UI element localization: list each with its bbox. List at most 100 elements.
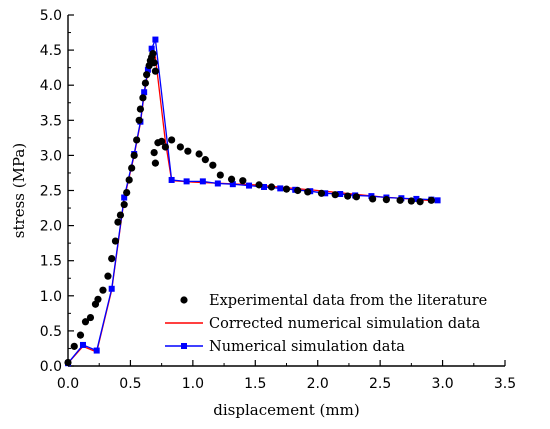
numerical-simulation-marker: [152, 36, 159, 43]
experimental-point: [209, 161, 217, 169]
experimental-point: [81, 318, 90, 326]
y-tick-label: 1.5: [40, 254, 62, 270]
y-tick-label: 3.5: [40, 113, 62, 129]
legend-numerical-marker: [181, 343, 187, 349]
y-tick-label: 4.0: [40, 78, 62, 94]
experimental-point: [114, 218, 122, 226]
experimental-point: [331, 191, 339, 199]
y-tick-label: 0.0: [40, 359, 62, 375]
experimental-point: [104, 272, 112, 280]
experimental-point: [149, 50, 157, 58]
x-tick-label: 2.0: [307, 376, 329, 392]
experimental-point: [396, 196, 404, 204]
x-tick-label: 0.0: [57, 376, 79, 392]
experimental-point: [255, 181, 263, 189]
numerical-simulation-marker: [413, 195, 420, 202]
experimental-point: [136, 105, 145, 113]
legend: Experimental data from the literature Cor…: [165, 293, 487, 355]
experimental-point: [239, 177, 247, 185]
legend-experimental-marker: [180, 296, 188, 304]
numerical-simulation-marker: [183, 178, 190, 185]
y-axis-title: stress (MPa): [10, 143, 28, 238]
experimental-point: [150, 148, 158, 157]
experimental-point: [151, 159, 159, 167]
experimental-point: [201, 156, 209, 164]
experimental-point: [70, 342, 78, 350]
experimental-point: [369, 195, 377, 203]
y-tick-label: 2.5: [40, 184, 62, 200]
numerical-simulation-marker: [277, 185, 284, 192]
x-tick-label: 2.5: [369, 376, 391, 392]
experimental-point: [128, 164, 136, 172]
plot-area: [64, 36, 441, 367]
experimental-point: [382, 196, 390, 204]
experimental-point: [344, 192, 352, 200]
experimental-point: [120, 200, 128, 209]
experimental-point: [158, 137, 166, 145]
numerical-simulation-marker: [199, 178, 206, 185]
x-tick-label: 3.5: [494, 376, 516, 392]
numerical-simulation-marker: [229, 181, 236, 188]
experimental-point: [168, 136, 176, 144]
experimental-point: [304, 188, 312, 196]
x-tick-label: 1.0: [182, 376, 204, 392]
x-tick-label: 1.5: [244, 376, 266, 392]
experimental-point: [227, 175, 236, 183]
experimental-point: [195, 150, 203, 158]
legend-numerical-label: Numerical simulation data: [209, 339, 405, 355]
experimental-point: [216, 171, 224, 179]
numerical-simulation-marker: [141, 89, 148, 96]
y-tick-label: 4.5: [40, 43, 62, 59]
experimental-point: [116, 211, 125, 219]
experimental-point: [141, 79, 150, 87]
experimental-point: [130, 151, 138, 159]
experimental-point: [94, 295, 102, 303]
numerical-simulation-marker: [168, 176, 175, 183]
experimental-point: [352, 193, 361, 201]
experimental-point: [76, 331, 85, 339]
experimental-point: [427, 196, 435, 204]
experimental-point: [99, 286, 107, 294]
numerical-simulation-marker: [121, 194, 128, 201]
experimental-point: [108, 254, 116, 263]
x-tick-label: 0.5: [119, 376, 141, 392]
numerical-simulation-marker: [322, 190, 329, 197]
x-tick-label: 3.0: [431, 376, 453, 392]
experimental-point: [123, 189, 131, 197]
y-tick-label: 5.0: [40, 8, 62, 24]
y-tick-label: 2.0: [40, 219, 62, 235]
numerical-simulation-marker: [148, 45, 155, 52]
legend-corrected-label: Corrected numerical simulation data: [209, 316, 481, 332]
experimental-point: [294, 186, 302, 195]
numerical-simulation-marker: [79, 341, 86, 348]
experimental-point: [282, 185, 291, 193]
experimental-point: [86, 313, 95, 322]
numerical-simulation-marker: [337, 191, 344, 198]
experimental-point: [125, 176, 133, 184]
experimental-point: [161, 143, 169, 151]
y-tick-label: 3.0: [40, 148, 62, 164]
experimental-point: [151, 67, 159, 75]
experimental-point: [407, 197, 415, 205]
numerical-simulation-marker: [144, 66, 151, 73]
experimental-point: [267, 183, 276, 191]
legend-experimental-label: Experimental data from the literature: [209, 293, 487, 309]
experimental-point: [176, 143, 184, 151]
numerical-simulation-marker: [93, 347, 100, 354]
numerical-simulation-marker: [434, 197, 441, 204]
experimental-point: [416, 198, 424, 206]
experimental-point: [111, 237, 120, 245]
experimental-point: [64, 358, 72, 367]
experimental-point: [317, 189, 326, 197]
axes: 0.0 0.5 1.0 1.5 2.0 2.5 3.0 3.5 0.0 0.5 1.0 1.5 2.0 2…: [40, 8, 516, 392]
y-tick-label: 0.5: [40, 324, 62, 340]
x-axis-title: displacement (mm): [213, 401, 359, 419]
numerical-simulation-marker: [246, 182, 253, 189]
y-tick-label: 1.0: [40, 289, 62, 305]
experimental-point: [139, 94, 147, 102]
experimental-point: [184, 147, 192, 155]
experimental-point: [133, 136, 141, 144]
experimental-point: [150, 59, 158, 67]
numerical-simulation-marker: [108, 285, 115, 292]
